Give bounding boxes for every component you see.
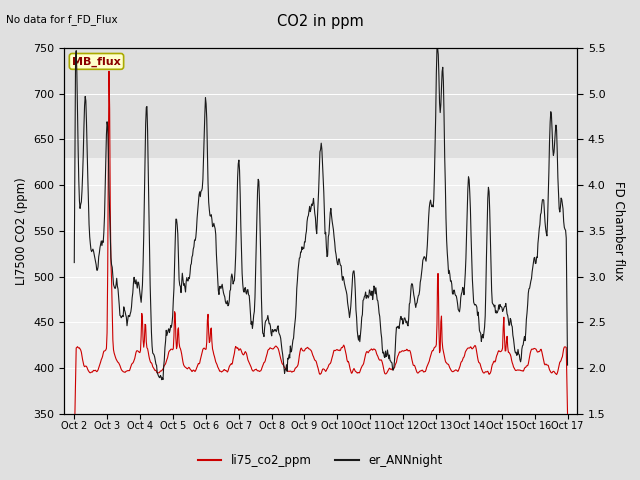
- Text: MB_flux: MB_flux: [72, 56, 121, 67]
- Text: No data for f_FD_Flux: No data for f_FD_Flux: [6, 14, 118, 25]
- Legend: li75_co2_ppm, er_ANNnight: li75_co2_ppm, er_ANNnight: [193, 449, 447, 472]
- Text: CO2 in ppm: CO2 in ppm: [276, 14, 364, 29]
- Y-axis label: LI7500 CO2 (ppm): LI7500 CO2 (ppm): [15, 177, 28, 285]
- Y-axis label: FD Chamber flux: FD Chamber flux: [612, 181, 625, 280]
- Bar: [65, 48, 577, 157]
